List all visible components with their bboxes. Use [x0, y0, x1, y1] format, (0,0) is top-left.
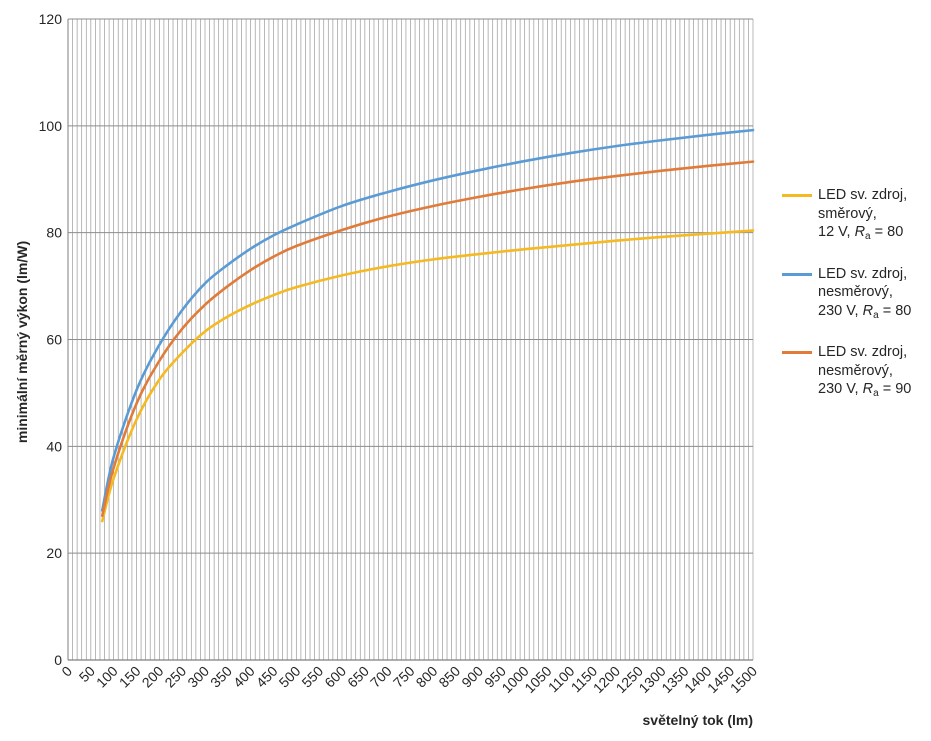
y-tick-label: 100: [39, 118, 63, 134]
series-line-2: [100, 128, 755, 512]
legend-ra-value: = 80: [874, 224, 904, 240]
legend-line-1: LED sv. zdroj,: [818, 187, 908, 203]
x-tick-label: 800: [413, 663, 441, 691]
y-tick-label: 120: [39, 11, 63, 27]
y-tick-label: 60: [46, 332, 62, 348]
x-tick-label: 600: [321, 663, 349, 691]
legend-item-smerovy-12v: LED sv. zdroj, směrový, 12 V, Ra = 80: [782, 186, 931, 247]
x-tick-label: 500: [276, 663, 304, 691]
x-tick-label: 650: [344, 663, 372, 691]
legend-line-3: 230 V, Ra = 90: [818, 381, 912, 399]
legend-ra-value: = 90: [882, 381, 912, 397]
x-tick-label: 700: [367, 663, 395, 691]
legend-voltage: 230 V,: [818, 302, 863, 319]
x-tick-label: 750: [390, 663, 418, 691]
x-tick-label: 850: [435, 663, 463, 691]
legend-line-3: 230 V, Ra = 80: [818, 302, 912, 321]
legend-item-nesmerovy-ra90: LED sv. zdroj, nesměrový, 230 V, Ra = 90: [782, 343, 931, 404]
legend-line-2: nesměrový,: [818, 362, 893, 379]
legend-item-nesmerovy-ra80: LED sv. zdroj, nesměrový, 230 V, Ra = 80: [782, 265, 931, 326]
x-tick-label: 350: [207, 663, 235, 691]
x-tick-label: 250: [161, 663, 189, 691]
legend-swatch: [782, 351, 812, 354]
x-axis-label: světelný tok (lm): [642, 712, 753, 728]
y-tick-label: 0: [54, 652, 62, 668]
legend-swatch: [782, 194, 812, 197]
x-tick-label: 900: [458, 663, 486, 691]
legend-swatch: [782, 272, 812, 276]
x-tick-labels: 0 501001502002503003504004505005506006507…: [58, 663, 760, 696]
legend-voltage: 12 V,: [818, 224, 855, 240]
legend-voltage: 230 V,: [818, 381, 863, 397]
x-tick-label: 300: [184, 663, 212, 691]
plot-frame: [67, 19, 753, 661]
x-tick-label: 450: [253, 663, 281, 691]
legend-line-2: nesměrový,: [818, 284, 893, 300]
x-tick-label: 150: [116, 663, 144, 691]
y-tick-label: 40: [46, 438, 62, 454]
legend-line-1: LED sv. zdroj,: [818, 344, 908, 360]
x-tick-label: 1500: [727, 663, 760, 696]
x-tick-label: 550: [298, 663, 326, 691]
legend-line-3: 12 V, Ra = 80: [818, 224, 904, 242]
x-tick-label: 400: [230, 663, 258, 691]
series-lines: [100, 128, 755, 523]
series-line-3: [100, 160, 755, 518]
legend-ra-value: = 80: [882, 302, 912, 319]
y-tick-labels: 0 20 40 60 80 100 120: [39, 11, 63, 668]
x-tick-label: 100: [93, 663, 121, 691]
y-tick-label: 80: [46, 225, 62, 241]
x-tick-label: 200: [139, 663, 167, 691]
series-line-1: [100, 229, 755, 523]
legend-line-2: směrový,: [818, 205, 877, 222]
y-axis-label: minimální měrný výkon (lm/W): [14, 240, 30, 444]
y-tick-label: 20: [46, 545, 62, 561]
x-tick-label: 0: [58, 663, 75, 680]
legend-line-1: LED sv. zdroj,: [818, 265, 908, 282]
legend: LED sv. zdroj, směrový, 12 V, Ra = 80 LE…: [782, 186, 931, 422]
